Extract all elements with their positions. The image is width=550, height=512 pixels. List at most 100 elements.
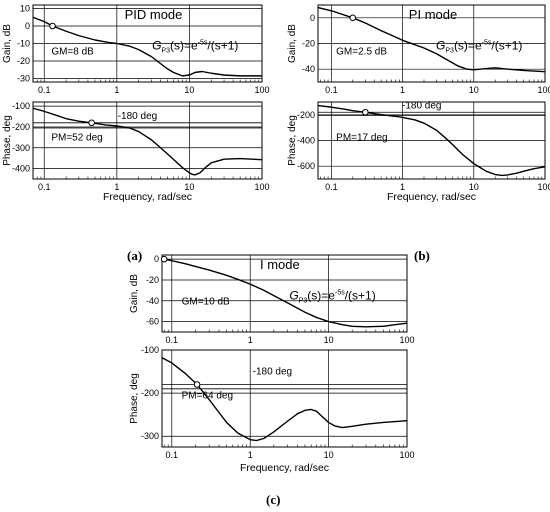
phase-curve	[32, 107, 263, 176]
gain-ytick-label: 10	[20, 4, 30, 14]
phase-xtick-label: 10	[324, 450, 334, 460]
gain-crossing-marker	[49, 22, 56, 30]
phase-xtick-label: 100	[254, 182, 269, 192]
gain-ytick-label: -30	[17, 74, 30, 84]
phase-ytick-label: -400	[12, 164, 30, 174]
plant-label-sub: P3	[161, 48, 170, 55]
plant-label-g: G	[436, 39, 445, 53]
phase-plot-c: -100 -200 -300 0.1 1 10 100 Phase, deg PM=64 deg…	[129, 345, 415, 460]
caption-b: (b)	[414, 248, 430, 263]
phase-ytick-label: -200	[141, 388, 159, 398]
gain-curve	[32, 16, 262, 77]
gain-xtick-label: 10	[469, 85, 479, 95]
gain-xtick-label: 100	[537, 85, 550, 95]
plant-label-exp: -5s	[335, 290, 345, 297]
gain-ylabel: Gain, dB	[129, 274, 140, 313]
plant-label-tail: /(s+1)	[345, 289, 376, 303]
phase-ytick-label: -300	[141, 431, 159, 441]
phase-xtick-label: 1	[114, 182, 119, 192]
plant-label-sub: P3	[299, 298, 308, 305]
phase-crossing-marker	[362, 108, 369, 116]
gain-plot-b: 0 -20 -40 0.1 1 10 100 Gain, dB GM=2.5 dB PI mode…	[287, 4, 550, 95]
caption-a: (a)	[127, 248, 143, 263]
phase-plot-b: -200 -400 -600 0.1 1 10 100 Phase, deg PM=17 deg…	[287, 100, 550, 192]
gain-xtick-label: 10	[324, 335, 334, 345]
plant-label: GP3(s)=e-5s/(s+1)	[436, 39, 522, 55]
phase-xtick-label: 100	[537, 182, 550, 192]
plant-label-rest: (s)=e	[307, 289, 335, 303]
chart-panel-c: 0 -20 -40 -60 0.1 1 10 100 Gain, dB GM=10 dB I mod…	[129, 254, 415, 474]
gain-ytick-label: -20	[146, 275, 159, 285]
gain-ylabel: Gain, dB	[2, 24, 13, 63]
plant-label-tail: /(s+1)	[207, 39, 238, 53]
chart-panel-b: 0 -20 -40 0.1 1 10 100 Gain, dB GM=2.5 dB PI mode…	[287, 4, 550, 203]
phase-xtick-label: 1	[248, 450, 253, 460]
gain-xtick-label: 10	[184, 85, 194, 95]
phase-ytick-label: -400	[297, 136, 315, 146]
phase-crossing-marker	[88, 119, 95, 127]
gain-ytick-label: -10	[17, 39, 30, 49]
phase-ytick-label: -100	[141, 345, 159, 355]
gain-plot-c: 0 -20 -40 -60 0.1 1 10 100 Gain, dB GM=10 dB I mod…	[129, 254, 415, 345]
gain-frame	[161, 254, 408, 333]
gain-xtick-label: 0.1	[38, 85, 51, 95]
phase-ytick-label: -300	[12, 143, 30, 153]
x-axis-label: Frequency, rad/sec	[103, 191, 192, 203]
ref-line-label: -180 deg	[253, 366, 292, 377]
gain-ytick-label: -40	[146, 296, 159, 306]
plant-label-exp: -5s	[198, 40, 208, 47]
pm-annotation: PM=64 deg	[182, 391, 233, 402]
gain-ytick-label: -40	[302, 64, 315, 74]
phase-curve	[161, 357, 408, 442]
phase-xtick-label: 0.1	[325, 182, 338, 192]
gm-annotation: GM=2.5 dB	[336, 46, 387, 57]
caption-c: (c)	[266, 492, 281, 507]
gain-crossing-marker	[160, 255, 168, 263]
phase-ylabel: Phase, deg	[129, 373, 140, 424]
gain-xtick-label: 0.1	[166, 335, 179, 345]
ref-line-label: -180 deg	[118, 111, 157, 122]
gain-crossing-marker	[349, 14, 357, 22]
gain-curve	[161, 257, 408, 328]
gain-curve	[317, 6, 546, 73]
gain-ytick-label: -20	[302, 39, 315, 49]
x-axis-label: Frequency, rad/sec	[240, 462, 329, 474]
phase-crossing-marker	[193, 381, 201, 388]
plant-label: GP3(s)=e-5s/(s+1)	[289, 289, 375, 305]
phase-curve	[317, 104, 546, 177]
gain-ytick-label: -20	[17, 56, 30, 66]
plant-label: GP3(s)=e-5s/(s+1)	[152, 39, 238, 55]
phase-frame	[32, 101, 263, 180]
gain-ytick-label: 0	[310, 13, 315, 23]
gain-xtick-label: 100	[254, 85, 269, 95]
phase-ylabel: Phase, deg	[287, 115, 298, 166]
plant-label-g: G	[289, 289, 298, 303]
gain-xtick-label: 100	[399, 335, 414, 345]
gm-annotation: GM=8 dB	[51, 46, 94, 57]
phase-xtick-label: 10	[469, 182, 479, 192]
phase-ytick-label: -100	[12, 101, 30, 111]
plant-label-rest: (s)=e	[170, 39, 198, 53]
gain-ytick-label: 0	[154, 254, 159, 264]
gain-xtick-label: 1	[248, 335, 253, 345]
phase-ytick-label: -200	[12, 122, 30, 132]
phase-xtick-label: 100	[399, 450, 414, 460]
phase-ylabel: Phase, deg	[2, 115, 13, 166]
phase-plot-a: -100 -200 -300 -400 0.1 1 10 100 Phase, deg PM=52…	[2, 101, 270, 192]
plant-label-g: G	[152, 39, 161, 53]
phase-xtick-label: 0.1	[166, 450, 179, 460]
ref-line-label: -180 deg	[402, 100, 441, 111]
gm-annotation: GM=10 dB	[182, 296, 230, 307]
plant-label-tail: /(s+1)	[491, 39, 522, 53]
pm-annotation: PM=52 deg	[51, 133, 102, 144]
gain-xtick-label: 0.1	[325, 85, 338, 95]
gain-ytick-label: -60	[146, 317, 159, 327]
gain-ylabel: Gain, dB	[287, 24, 298, 63]
x-axis-label: Frequency, rad/sec	[387, 191, 476, 203]
gain-xtick-label: 1	[400, 85, 405, 95]
phase-ytick-label: -600	[297, 161, 315, 171]
phase-ytick-label: -200	[297, 110, 315, 120]
